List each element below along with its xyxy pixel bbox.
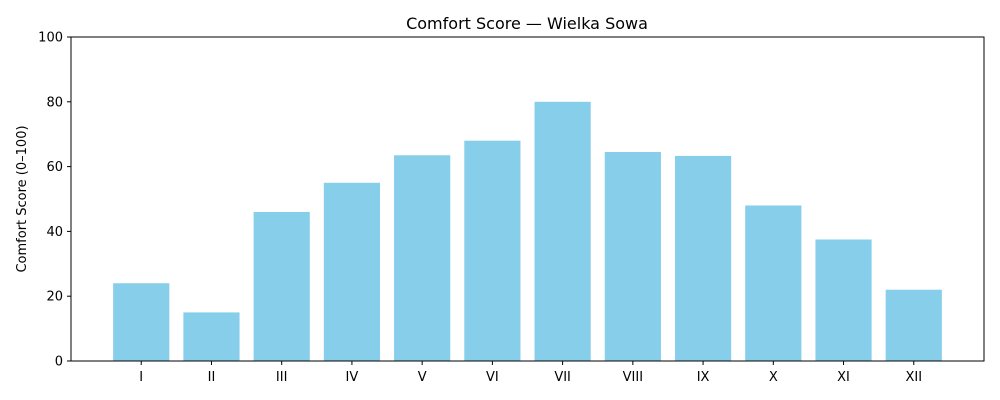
x-tick-label: V	[418, 370, 427, 385]
x-tick-label: I	[139, 370, 143, 385]
x-tick-label: XI	[837, 370, 850, 385]
x-tick-label: X	[769, 370, 778, 385]
bar-IV	[323, 182, 381, 361]
x-tick-label: IV	[346, 370, 359, 385]
x-tick-label: VI	[486, 370, 499, 385]
y-axis: 0 20 40 60 80 100	[38, 31, 71, 370]
bar-X	[745, 205, 802, 361]
bar-VI	[464, 140, 521, 361]
bar-II	[183, 312, 240, 361]
x-tick-label: VII	[554, 370, 571, 385]
bar-VIII	[604, 152, 661, 361]
bar-XI	[815, 239, 872, 361]
bar-IX	[674, 155, 732, 361]
bar-V	[394, 155, 451, 361]
bar-series	[113, 101, 942, 362]
bar-VII	[534, 101, 591, 362]
x-axis: I II III IV V VI VII VIII IX X XI XII	[139, 361, 922, 385]
y-tick-label: 40	[46, 225, 63, 240]
y-tick-label: 60	[46, 160, 63, 175]
plot-frame	[70, 36, 985, 362]
y-tick-label: 80	[46, 95, 63, 110]
x-tick-label: XII	[905, 370, 922, 385]
y-tick-label: 0	[55, 355, 63, 370]
y-tick-label: 100	[38, 31, 63, 46]
x-tick-label: VIII	[623, 370, 643, 385]
x-tick-label: II	[208, 370, 216, 385]
x-tick-label: III	[276, 370, 288, 385]
bar-III	[253, 211, 310, 361]
y-axis-title: Comfort Score (0–100)	[15, 125, 30, 272]
bar-I	[113, 283, 170, 361]
y-tick-label: 20	[46, 290, 63, 305]
chart-title: Comfort Score — Wielka Sowa	[406, 14, 648, 33]
x-tick-label: IX	[697, 370, 710, 385]
bar-XII	[885, 289, 942, 361]
